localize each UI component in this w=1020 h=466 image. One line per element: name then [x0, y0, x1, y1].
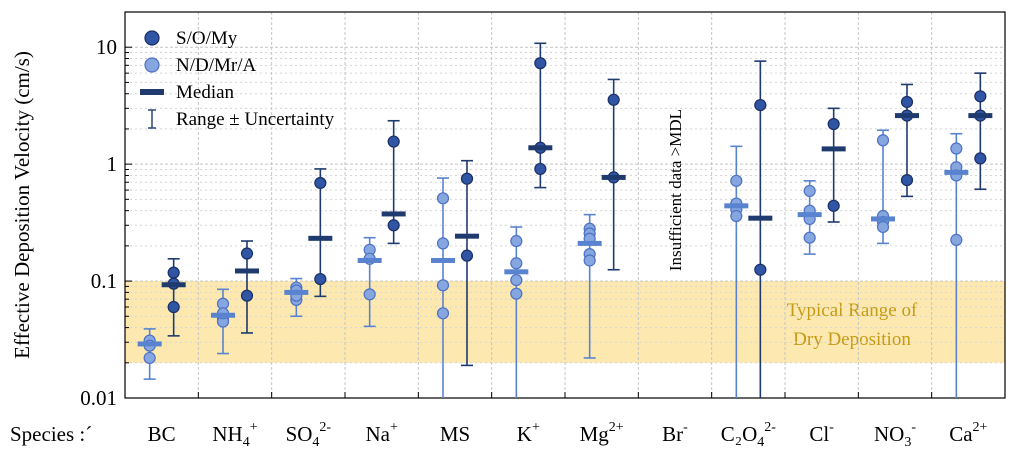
category-label-MS: MS [440, 422, 470, 446]
legend-label: N/D/Mr/A [176, 55, 257, 76]
data-point [510, 287, 523, 300]
legend-layer: S/O/My N/D/Mr/A Median Range ± Uncertainty [140, 28, 335, 130]
data-point [827, 117, 840, 131]
y-tick-label: 10 [96, 35, 117, 59]
median-marker [577, 240, 602, 246]
data-point [510, 234, 523, 248]
category-labels-layer: Species :´ BC NH4+ SO42- Na+ MS K+ Mg2+ Br- C₂O42… [10, 420, 988, 450]
median-marker [357, 257, 382, 263]
legend-marker-light [144, 57, 160, 73]
data-point [950, 233, 963, 246]
data-point [876, 134, 890, 147]
data-point [167, 266, 180, 279]
data-point [460, 172, 474, 185]
band-label-line: Dry Deposition [793, 329, 911, 350]
category-label-Mg: Mg2+ [580, 420, 624, 446]
legend-label: S/O/My [176, 28, 238, 49]
legend-label: Range ± Uncertainty [176, 109, 335, 130]
median-marker [504, 269, 529, 275]
median-marker [381, 211, 406, 217]
median-marker [455, 233, 479, 239]
category-label-K: K+ [517, 420, 540, 446]
data-layer: Insufficient data >MDL [137, 42, 993, 398]
insufficient-data-note: Insufficient data >MDL [666, 109, 685, 271]
category-label-NO3: NO3- [874, 420, 916, 450]
data-point [167, 300, 180, 314]
median-marker [895, 113, 919, 119]
median-marker [235, 268, 259, 274]
data-point [510, 273, 523, 287]
y-axis-label: Effective Deposition Velocity (cm/s) [10, 51, 34, 359]
data-point [534, 57, 547, 70]
data-point [534, 162, 547, 176]
data-point [950, 142, 963, 155]
median-marker [161, 282, 186, 288]
y-tick-label: 1 [107, 152, 118, 176]
data-point [387, 219, 400, 232]
median-marker [601, 174, 626, 180]
legend-marker-dark [144, 30, 160, 46]
data-point [240, 289, 254, 302]
median-marker [431, 257, 455, 263]
data-point [436, 237, 450, 250]
category-label-C2O4: C₂O42- [721, 420, 777, 450]
data-point [436, 307, 450, 320]
data-point [730, 174, 743, 187]
data-point [436, 279, 450, 292]
median-marker [137, 341, 162, 347]
data-point [754, 263, 767, 276]
data-point [314, 272, 327, 286]
category-label-Ca: Ca2+ [949, 420, 987, 446]
median-marker [944, 169, 969, 175]
y-tick-label: 0.1 [91, 269, 117, 293]
x-axis-prefix: Species :´ [10, 422, 92, 446]
data-point [876, 220, 890, 234]
grid-layer [125, 11, 1005, 399]
data-point [436, 192, 450, 205]
data-point [510, 257, 523, 270]
median-marker [968, 113, 993, 119]
band-label-line: Typical Range of [787, 300, 918, 321]
category-label-BC: BC [148, 422, 176, 446]
median-marker [871, 216, 895, 222]
y-tick-label: 0.01 [80, 386, 117, 410]
data-point [314, 176, 327, 190]
axis-layer: 0.01 0.1 1 10 Effective Deposition Velocity … [10, 11, 1006, 410]
data-point [607, 93, 620, 106]
data-point [754, 98, 767, 112]
data-point [387, 135, 400, 148]
median-marker [748, 215, 773, 221]
legend-label: Median [176, 82, 235, 103]
data-point [363, 288, 376, 301]
data-point [583, 254, 596, 267]
category-label-SO4: SO42- [286, 420, 332, 450]
data-point [900, 174, 914, 187]
data-point [803, 231, 816, 244]
median-marker [308, 235, 333, 241]
median-marker [528, 145, 553, 151]
data-point [900, 95, 914, 109]
data-point [827, 199, 840, 212]
median-marker [211, 312, 235, 318]
data-point [974, 90, 987, 103]
data-point [974, 152, 987, 165]
data-point [460, 249, 474, 262]
category-label-Br: Br- [662, 420, 688, 446]
category-label-Cl: Cl- [809, 420, 834, 446]
data-point [240, 247, 254, 260]
legend-median-marker [140, 89, 164, 95]
median-marker [797, 212, 822, 218]
median-marker [284, 289, 309, 295]
category-label-NH4: NH4+ [212, 420, 257, 450]
median-marker [724, 203, 749, 209]
data-point [730, 209, 743, 223]
median-marker [821, 146, 846, 152]
data-point [143, 351, 156, 365]
data-point [803, 184, 816, 198]
category-label-Na: Na+ [365, 420, 398, 446]
